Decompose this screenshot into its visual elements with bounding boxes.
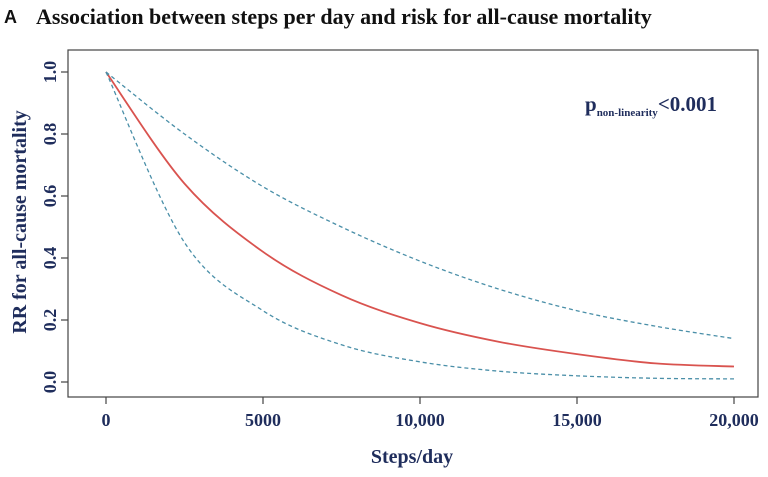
x-tick-label: 5000 xyxy=(245,410,281,430)
x-tick-label: 0 xyxy=(102,410,111,430)
y-tick-label: 0.4 xyxy=(40,247,60,270)
estimate-line xyxy=(105,71,735,368)
series-group xyxy=(105,71,735,380)
annotation-value: <0.001 xyxy=(658,92,717,116)
y-axis: 0.0 0.2 0.4 0.6 0.8 1.0 xyxy=(40,61,68,394)
y-tick-label: 1.0 xyxy=(40,61,60,84)
x-tick-label: 10,000 xyxy=(395,410,445,430)
x-tick-label: 15,000 xyxy=(552,410,602,430)
chart-title: Association between steps per day and ri… xyxy=(36,4,652,29)
nonlinearity-annotation: pnon-linearity<0.001 xyxy=(585,92,717,119)
annotation-p: p xyxy=(585,92,597,116)
plot-frame xyxy=(67,49,759,398)
annotation-subscript: non-linearity xyxy=(597,107,659,119)
x-axis-label: Steps/day xyxy=(371,446,453,468)
panel-letter: A xyxy=(4,7,17,27)
y-tick-label: 0.8 xyxy=(40,123,60,146)
y-axis-label: RR for all-cause mortality xyxy=(9,110,31,333)
lower-ci-line xyxy=(105,71,735,380)
x-tick-label: 20,000 xyxy=(709,410,759,430)
upper-ci-line xyxy=(105,71,735,340)
y-tick-label: 0.6 xyxy=(40,185,60,208)
y-tick-label: 0.0 xyxy=(40,371,60,394)
x-axis: 0 5000 10,000 15,000 20,000 xyxy=(102,397,759,430)
y-tick-label: 0.2 xyxy=(40,309,60,332)
